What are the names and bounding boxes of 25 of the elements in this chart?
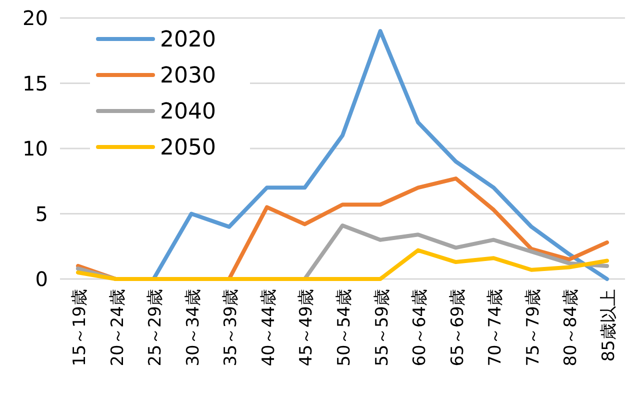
x-tick-label: 25～29歳 xyxy=(146,289,166,366)
x-tick-label: 20～24歳 xyxy=(108,289,128,366)
x-tick-label: 45～49歳 xyxy=(296,289,317,366)
y-tick-label: 20 xyxy=(22,6,48,30)
x-tick-label: 80～84歳 xyxy=(561,289,582,366)
y-tick-label: 15 xyxy=(22,71,48,96)
x-tick-label: 30～34歳 xyxy=(183,289,204,366)
x-tick-label: 85歳以上 xyxy=(599,289,619,362)
legend-label: 2030 xyxy=(160,64,216,89)
y-tick-label: 5 xyxy=(35,202,48,226)
x-tick-label: 65～69歳 xyxy=(448,289,468,366)
x-tick-label: 55～59歳 xyxy=(372,289,392,366)
x-tick-label: 40～44歳 xyxy=(258,289,279,366)
line-series xyxy=(76,248,609,281)
legend-label: 2040 xyxy=(160,100,216,125)
x-tick-label: 70～74歳 xyxy=(486,289,506,366)
x-tick-label: 35～39歳 xyxy=(221,289,242,366)
x-tick-label: 50～54歳 xyxy=(334,289,354,366)
x-tick-label: 60～64歳 xyxy=(410,289,430,366)
y-tick-label: 10 xyxy=(22,136,48,160)
x-tick-label: 75～79歳 xyxy=(523,289,544,366)
legend-label: 2020 xyxy=(160,28,216,53)
y-tick-label: 0 xyxy=(35,267,48,291)
x-tick-label: 15～19歳 xyxy=(70,289,90,366)
legend-label: 2050 xyxy=(160,136,216,161)
